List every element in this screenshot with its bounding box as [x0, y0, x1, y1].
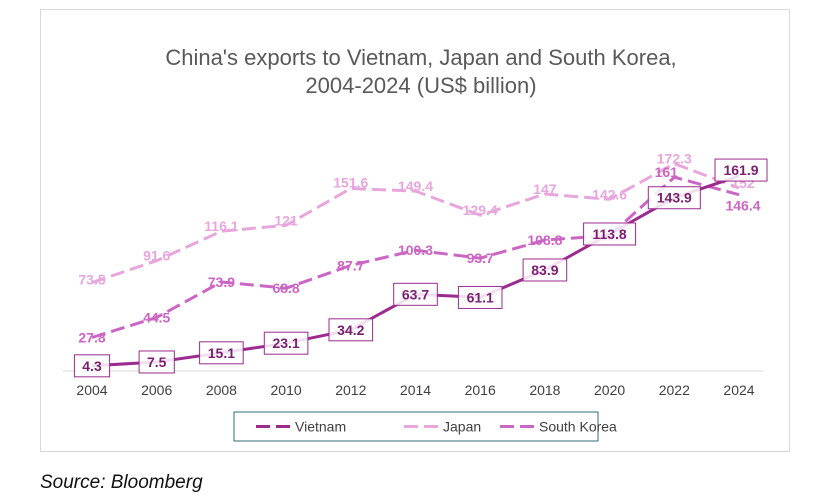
data-label-box-vietnam-2004: [73, 354, 111, 378]
data-label-japan-2012: 151.6: [333, 174, 368, 190]
x-tick-label-2024: 2024: [723, 382, 754, 398]
x-tick-label-2014: 2014: [400, 382, 431, 398]
legend-label-vietnam: Vietnam: [295, 419, 346, 435]
data-label-south-korea-2018: 108.8: [527, 232, 562, 248]
data-label-box-vietnam-2022: [647, 186, 701, 210]
line-chart: China's exports to Vietnam, Japan and So…: [63, 45, 768, 442]
data-label-japan-2020: 142.6: [592, 186, 627, 202]
data-label-box-vietnam-2014: [393, 282, 438, 306]
data-label-vietnam-2020: 113.8: [592, 226, 626, 242]
chart-title-line-1: China's exports to Vietnam, Japan and So…: [165, 45, 676, 70]
legend: Vietnam Japan South Korea: [233, 411, 617, 442]
data-label-japan-2008: 116.1: [204, 218, 238, 234]
data-label-vietnam-2022: 143.9: [657, 190, 692, 206]
x-tick-label-2016: 2016: [465, 382, 496, 398]
data-label-japan-2018: 147: [533, 181, 557, 197]
data-label-box-vietnam-2016: [457, 285, 503, 309]
data-label-vietnam-2014: 63.7: [402, 286, 429, 302]
data-label-vietnam-2024: 161.9: [723, 162, 758, 178]
data-label-vietnam-2006: 7.5: [147, 354, 167, 370]
legend-label-south-korea: South Korea: [539, 419, 617, 435]
data-label-box-vietnam-2012: [328, 318, 374, 342]
data-label-south-korea-2022: 161: [655, 164, 679, 180]
data-label-japan-2006: 91.6: [143, 248, 170, 264]
x-tick-label-2004: 2004: [76, 382, 107, 398]
data-label-vietnam-2008: 15.1: [208, 345, 235, 361]
data-label-south-korea-2010: 68.8: [272, 280, 299, 296]
data-label-box-vietnam-2006: [138, 350, 175, 374]
data-label-vietnam-2012: 34.2: [337, 322, 364, 338]
series-line-south-korea: [91, 175, 740, 339]
data-label-box-vietnam-2020: [583, 222, 637, 246]
data-label-box-vietnam-2010: [263, 331, 309, 355]
data-label-south-korea-2012: 87.7: [337, 257, 364, 273]
legend-label-japan: Japan: [443, 419, 481, 435]
data-label-vietnam-2018: 83.9: [531, 262, 558, 278]
data-labels: 73.5 91.6 116.1 121 151.6 149.4 129.4 147 142.6 1…: [73, 151, 768, 378]
data-label-japan-2014: 149.4: [398, 178, 433, 194]
chart-title-line-2: 2004-2024 (US$ billion): [305, 73, 536, 98]
data-label-south-korea-2024: 146.4: [725, 198, 760, 214]
data-label-vietnam-2010: 23.1: [272, 335, 299, 351]
data-label-japan-2010: 121: [274, 212, 298, 228]
x-tick-label-2010: 2010: [271, 382, 302, 398]
data-label-box-vietnam-2024: [714, 158, 768, 182]
data-label-south-korea-2004: 27.8: [78, 330, 105, 346]
x-tick-label-2022: 2022: [659, 382, 690, 398]
data-label-japan-2004: 73.5: [78, 272, 105, 288]
data-label-south-korea-2014: 100.3: [398, 242, 433, 258]
data-label-box-vietnam-2018: [522, 258, 568, 282]
source-note: Source: Bloomberg: [40, 472, 203, 493]
data-label-vietnam-2004: 4.3: [82, 358, 102, 374]
data-label-japan-2022: 172.3: [657, 151, 692, 167]
data-label-vietnam-2016: 61.1: [467, 289, 494, 305]
x-tick-label-2020: 2020: [594, 382, 625, 398]
data-label-south-korea-2016: 93.7: [467, 250, 494, 266]
x-tick-label-2012: 2012: [335, 382, 366, 398]
x-tick-labels: 2004 2006 2008 2010 2012 2014 2016 2018 2020 2022…: [76, 382, 754, 398]
chart-frame: China's exports to Vietnam, Japan and So…: [40, 9, 790, 452]
data-label-japan-2016: 129.4: [463, 202, 498, 218]
data-label-south-korea-2006: 44.5: [143, 309, 170, 325]
series-line-japan: [91, 162, 740, 284]
x-tick-label-2006: 2006: [141, 382, 172, 398]
data-label-south-korea-2008: 73.9: [208, 274, 235, 290]
data-label-box-vietnam-2008: [199, 341, 244, 365]
x-tick-label-2008: 2008: [206, 382, 237, 398]
x-tick-label-2018: 2018: [529, 382, 560, 398]
